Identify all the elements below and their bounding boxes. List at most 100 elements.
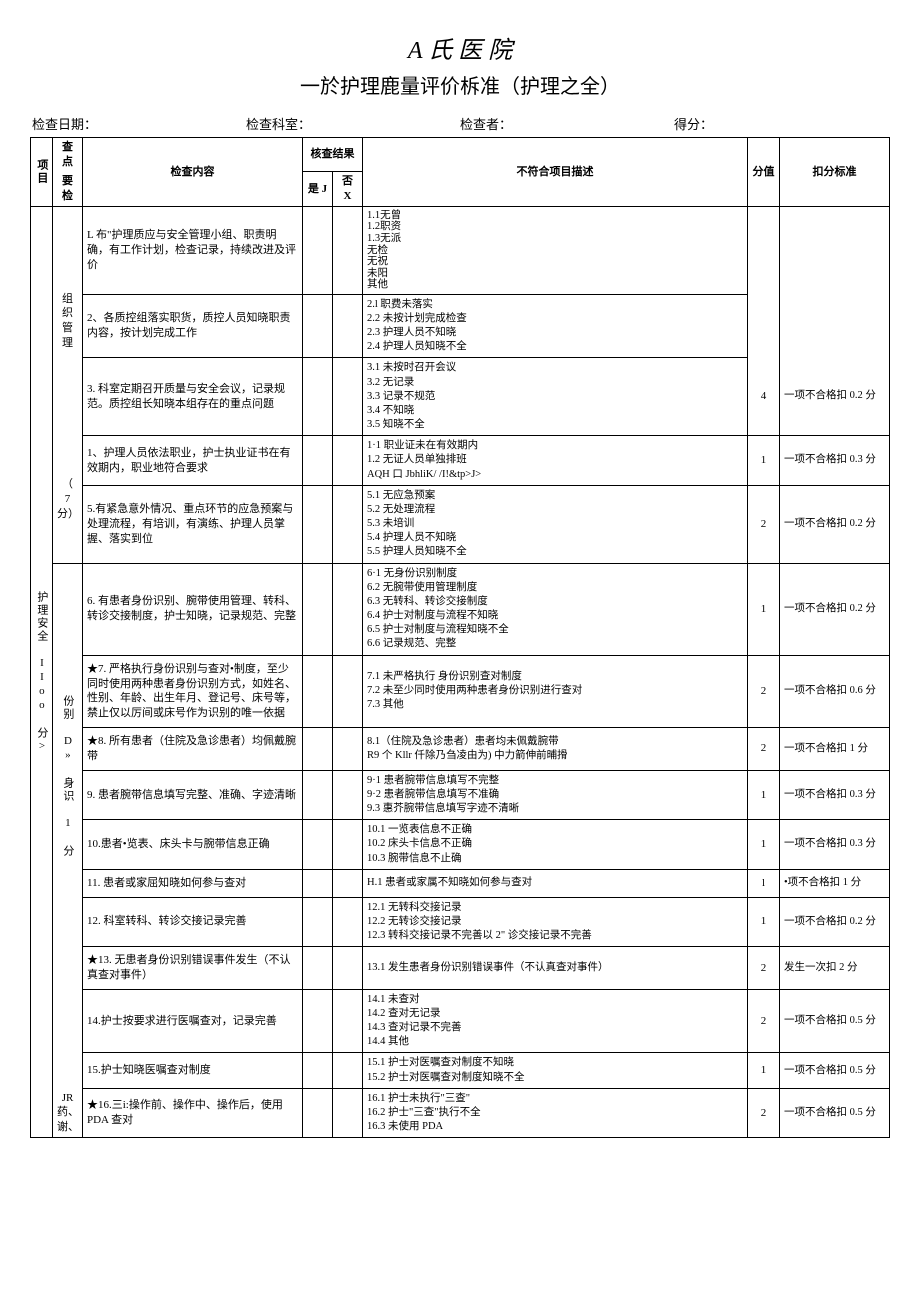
score-cell: 1	[748, 897, 780, 947]
yes-cell[interactable]	[303, 1088, 333, 1138]
no-cell[interactable]	[333, 897, 363, 947]
score-cell: 1	[748, 770, 780, 820]
project-cell: 护理安全 IIoo 分>	[31, 206, 53, 1137]
deduct-cell: •项不合格扣 1 分	[780, 869, 890, 897]
deduct-cell: 一项不合格扣 0.6 分	[780, 655, 890, 727]
yes-cell[interactable]	[303, 206, 333, 294]
group-cell: （ 7 分）	[53, 436, 83, 563]
content-cell: 14.护士按要求进行医嘱查对，记录完善	[83, 989, 303, 1053]
yes-cell[interactable]	[303, 1053, 333, 1088]
no-cell[interactable]	[333, 947, 363, 990]
hdr-checkpoint-top: 查点	[53, 138, 83, 172]
table-row: 5.有紧急意外情况、重点环节的应急预案与处理流程，有培训，有演练、护理人员掌握、…	[31, 485, 890, 563]
group-label: JR	[57, 1091, 78, 1106]
score-cell: 4	[748, 358, 780, 436]
score-cell: 1	[748, 820, 780, 870]
yes-cell[interactable]	[303, 770, 333, 820]
no-cell[interactable]	[333, 1088, 363, 1138]
group-cell: 组织 管理	[53, 206, 83, 435]
evaluation-table: 项目 查点 检查内容 核查结果 不符合项目描述 分值 扣分标准 要检 是 J 否…	[30, 137, 890, 1138]
deduct-cell: 一项不合格扣 0.2 分	[780, 358, 890, 436]
score-cell: 2	[748, 485, 780, 563]
table-row: 14.护士按要求进行医嘱查对，记录完善 14.1 未查对 14.2 查对无记录 …	[31, 989, 890, 1053]
no-cell[interactable]	[333, 869, 363, 897]
yes-cell[interactable]	[303, 294, 333, 358]
desc-cell: 2.l 职费未落实 2.2 未按计划完成检查 2.3 护理人员不知晓 2.4 护…	[363, 294, 748, 358]
group-cell: JR 药、 谢、	[53, 1088, 83, 1138]
yes-cell[interactable]	[303, 989, 333, 1053]
no-cell[interactable]	[333, 655, 363, 727]
no-cell[interactable]	[333, 770, 363, 820]
no-cell[interactable]	[333, 358, 363, 436]
deduct-cell: 一项不合格扣 0.2 分	[780, 563, 890, 655]
table-row: ★8. 所有患者（住院及急诊患者）均佩戴腕带 8.1（住院及急诊患者）患者均未佩…	[31, 728, 890, 771]
content-cell: ★16.三i:操作前、操作中、操作后，使用 PDA 查对	[83, 1088, 303, 1138]
yes-cell[interactable]	[303, 655, 333, 727]
yes-cell[interactable]	[303, 728, 333, 771]
table-row: （ 7 分） 1、护理人员依法职业，护士执业证书在有效期内，职业地符合要求 1·…	[31, 436, 890, 486]
meta-checker: 检查者：	[460, 114, 674, 133]
content-cell: ★13. 无患者身份识别错误事件发生（不认真查对事件）	[83, 947, 303, 990]
header-row-1: 项目 查点 检查内容 核查结果 不符合项目描述 分值 扣分标准	[31, 138, 890, 172]
content-cell: 10.患者•览表、床头卡与腕带信息正确	[83, 820, 303, 870]
content-cell: 6. 有患者身份识别、腕带使用管理、转科、转诊交接制度，护士知晓，记录规范、完整	[83, 563, 303, 655]
desc-cell: 9·1 患者腕带信息填写不完整 9·2 患者腕带信息填写不准确 9.3 惠芥腕带…	[363, 770, 748, 820]
desc-cell: 14.1 未查对 14.2 查对无记录 14.3 查对记录不完善 14.4 其他	[363, 989, 748, 1053]
no-cell[interactable]	[333, 206, 363, 294]
desc-cell: 15.1 护士对医嘱查对制度不知晓 15.2 护士对医嘱查对制度知晓不全	[363, 1053, 748, 1088]
deduct-cell: 一项不合格扣 0.3 分	[780, 820, 890, 870]
yes-cell[interactable]	[303, 947, 333, 990]
no-cell[interactable]	[333, 436, 363, 486]
deduct-cell: 一项不合格扣 0.2 分	[780, 897, 890, 947]
score-cell: 2	[748, 989, 780, 1053]
no-cell[interactable]	[333, 728, 363, 771]
meta-dept: 检查科室：	[246, 114, 460, 133]
no-cell[interactable]	[333, 820, 363, 870]
hdr-score: 分值	[748, 138, 780, 207]
desc-cell: 10.1 一览表信息不正确 10.2 床头卡信息不正确 10.3 腕带信息不止确	[363, 820, 748, 870]
no-cell[interactable]	[333, 294, 363, 358]
yes-cell[interactable]	[303, 563, 333, 655]
no-cell[interactable]	[333, 1053, 363, 1088]
no-cell[interactable]	[333, 485, 363, 563]
hdr-content: 检查内容	[83, 138, 303, 207]
meta-date: 检查日期：	[32, 114, 246, 133]
content-cell: 1、护理人员依法职业，护士执业证书在有效期内，职业地符合要求	[83, 436, 303, 486]
hospital-title: A 氏 医 院	[30, 30, 890, 65]
content-cell: 2、各质控组落实职货，质控人员知晓职责内容，按计划完成工作	[83, 294, 303, 358]
yes-cell[interactable]	[303, 820, 333, 870]
desc-cell: H.1 患者或家属不知晓如何参与查对	[363, 869, 748, 897]
content-cell: 5.有紧急意外情况、重点环节的应急预案与处理流程，有培训，有演练、护理人员掌握、…	[83, 485, 303, 563]
score-cell: 1	[748, 436, 780, 486]
no-cell[interactable]	[333, 989, 363, 1053]
yes-cell[interactable]	[303, 485, 333, 563]
no-cell[interactable]	[333, 563, 363, 655]
yes-cell[interactable]	[303, 436, 333, 486]
group-cell	[53, 989, 83, 1088]
desc-cell: 5.1 无应急预案 5.2 无处理流程 5.3 未培训 5.4 护理人员不知晓 …	[363, 485, 748, 563]
hdr-yes: 是 J	[303, 172, 333, 207]
meta-row: 检查日期： 检查科室： 检查者： 得分：	[30, 114, 890, 133]
hdr-deduct: 扣分标准	[780, 138, 890, 207]
desc-cell: 1·1 职业证未在有效期内 1.2 无证人员单独排班 AQH 口 JbhliK/…	[363, 436, 748, 486]
table-row: 3. 科室定期召开质量与安全会议，记录规范。质控组长知晓本组存在的重点问题 3.…	[31, 358, 890, 436]
deduct-cell: 一项不合格扣 0.5 分	[780, 989, 890, 1053]
content-cell: ★8. 所有患者（住院及急诊患者）均佩戴腕带	[83, 728, 303, 771]
yes-cell[interactable]	[303, 358, 333, 436]
yes-cell[interactable]	[303, 897, 333, 947]
group-label: 药、	[57, 1105, 78, 1120]
desc-cell: 16.1 护士未执行"三查" 16.2 护士"三查"执行不全 16.3 未使用 …	[363, 1088, 748, 1138]
hdr-project: 项目	[31, 138, 53, 207]
table-row: 份别 D» 身识 1 分 6. 有患者身份识别、腕带使用管理、转科、转诊交接制度…	[31, 563, 890, 655]
score-cell: 2	[748, 728, 780, 771]
deduct-cell: 一项不合格扣 1 分	[780, 728, 890, 771]
table-row: 9. 患者腕带信息填写完整、准确、字迹清晰 9·1 患者腕带信息填写不完整 9·…	[31, 770, 890, 820]
group-label: 份别 D» 身识 1 分	[62, 695, 74, 858]
yes-cell[interactable]	[303, 869, 333, 897]
score-cell: 1	[748, 1053, 780, 1088]
content-cell: 3. 科室定期召开质量与安全会议，记录规范。质控组长知晓本组存在的重点问题	[83, 358, 303, 436]
desc-cell: 12.1 无转科交接记录 12.2 无转诊交接记录 12.3 转科交接记录不完善…	[363, 897, 748, 947]
deduct-cell: 一项不合格扣 0.5 分	[780, 1088, 890, 1138]
group-cell: 份别 D» 身识 1 分	[53, 563, 83, 989]
content-cell: 15.护士知晓医嘱查对制度	[83, 1053, 303, 1088]
